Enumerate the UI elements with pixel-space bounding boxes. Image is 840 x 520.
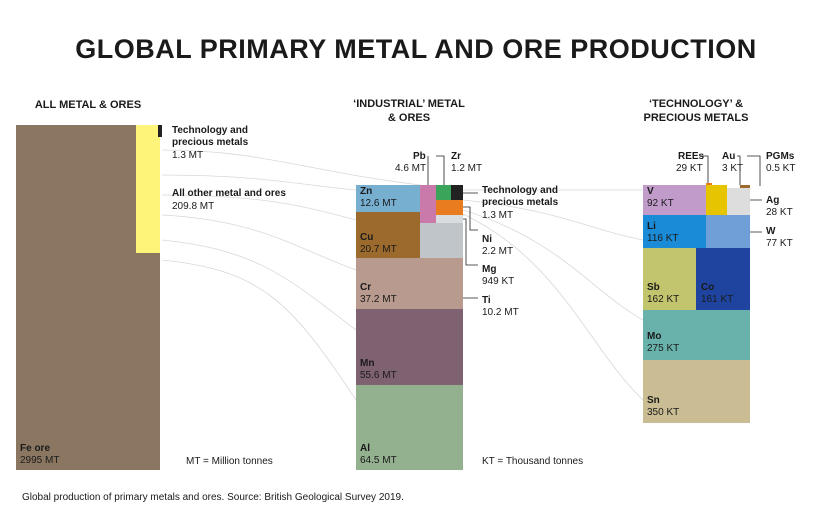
block-label: precious metals <box>482 197 559 208</box>
block-label: Cr <box>360 282 371 293</box>
block-label: Mo <box>647 331 661 342</box>
block-label: V <box>647 186 654 197</box>
block-value: 350 KT <box>647 407 679 418</box>
block-label: Zn <box>360 186 372 197</box>
block-value: 3 KT <box>722 163 743 174</box>
panel-heading: & ORES <box>388 112 430 124</box>
block-value: 10.2 MT <box>482 307 519 318</box>
metal-block <box>643 185 706 215</box>
block-value: 161 KT <box>701 294 733 305</box>
panel-heading: PRECIOUS METALS <box>644 112 749 124</box>
block-label: Technology and <box>172 125 248 136</box>
block-label: precious metals <box>172 137 249 148</box>
panel-heading: ‘TECHNOLOGY’ & <box>649 98 743 110</box>
block-label: Au <box>722 151 735 162</box>
metal-block <box>727 188 750 215</box>
block-value: 0.5 KT <box>766 163 795 174</box>
block-value: 1.3 MT <box>172 150 203 161</box>
block-value: 209.8 MT <box>172 201 214 212</box>
metal-block <box>158 125 162 137</box>
block-label: Co <box>701 282 714 293</box>
metal-block <box>451 185 463 200</box>
block-label: Sn <box>647 395 660 406</box>
block-value: 1.2 MT <box>451 163 482 174</box>
unit-note: MT = Million tonnes <box>186 456 273 467</box>
metal-block <box>706 185 727 215</box>
metal-block <box>420 185 436 223</box>
block-value: 2.2 MT <box>482 246 513 257</box>
block-value: 37.2 MT <box>360 294 397 305</box>
block-label: Zr <box>451 151 461 162</box>
flows <box>161 149 644 401</box>
block-value: 28 KT <box>766 207 793 218</box>
block-label: Mg <box>482 264 496 275</box>
metal-block <box>356 212 420 258</box>
block-label: Technology and <box>482 185 558 196</box>
leader-lines <box>427 155 762 299</box>
block-value: 55.6 MT <box>360 370 397 381</box>
metal-block <box>643 215 706 248</box>
block-label: W <box>766 226 776 237</box>
metal-block <box>356 385 463 470</box>
block-label: Ti <box>482 295 491 306</box>
block-value: 1.3 MT <box>482 210 513 221</box>
metal-block <box>136 125 160 253</box>
metal-block <box>356 258 463 309</box>
metal-block <box>356 185 420 212</box>
block-label: Li <box>647 221 656 232</box>
block-value: 116 KT <box>647 233 679 244</box>
block-value: 275 KT <box>647 343 679 354</box>
metal-block <box>643 360 750 423</box>
block-label: Cu <box>360 232 373 243</box>
block-label: Ni <box>482 234 492 245</box>
metal-block <box>706 215 750 248</box>
block-value: 77 KT <box>766 238 793 249</box>
block-value: 29 KT <box>676 163 703 174</box>
panel-heading: ‘INDUSTRIAL’ METAL <box>353 98 465 110</box>
block-label: Sb <box>647 282 660 293</box>
block-value: 949 KT <box>482 276 514 287</box>
metal-block <box>356 309 463 385</box>
metal-block <box>436 200 463 215</box>
block-label: Mn <box>360 358 374 369</box>
title: GLOBAL PRIMARY METAL AND ORE PRODUCTION <box>75 34 757 64</box>
block-label: PGMs <box>766 151 795 162</box>
footer: Global production of primary metals and … <box>22 492 404 503</box>
block-label: REEs <box>678 151 705 162</box>
metal-block <box>706 183 712 185</box>
block-value: 162 KT <box>647 294 679 305</box>
metal-block <box>436 185 451 200</box>
block-value: 92 KT <box>647 198 674 209</box>
block-value: 12.6 MT <box>360 198 397 209</box>
panel-heading: ALL METAL & ORES <box>35 99 141 111</box>
metal-block <box>643 248 696 310</box>
metal-block <box>420 223 463 258</box>
block-label: Al <box>360 443 370 454</box>
block-value: 64.5 MT <box>360 455 397 466</box>
metal-block <box>436 215 463 223</box>
unit-note: KT = Thousand tonnes <box>482 456 583 467</box>
metal-block <box>696 248 750 310</box>
block-label: All other metal and ores <box>172 188 286 199</box>
block-value: 4.6 MT <box>395 163 426 174</box>
metal-block <box>643 310 750 360</box>
block-label: Ag <box>766 195 779 206</box>
block-label: Pb <box>413 151 426 162</box>
block-label: Fe ore <box>20 443 50 454</box>
metal-block <box>740 185 750 188</box>
block-value: 20.7 MT <box>360 244 397 255</box>
block-value: 2995 MT <box>20 455 59 466</box>
